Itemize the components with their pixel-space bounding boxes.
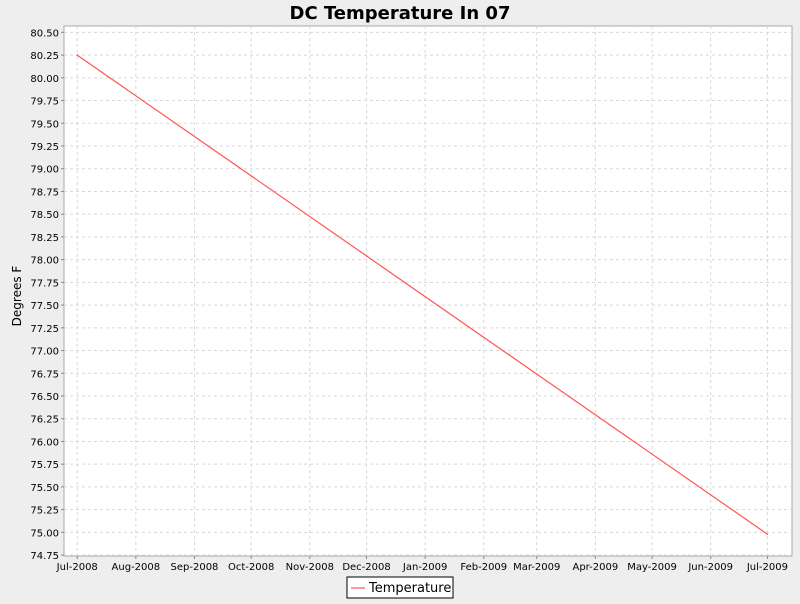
x-tick-label: Sep-2008 — [171, 562, 219, 573]
x-tick-label: Apr-2009 — [572, 562, 618, 573]
legend: Temperature — [346, 576, 454, 599]
y-tick-label: 76.00 — [30, 437, 59, 448]
x-tick-label: Jul-2008 — [56, 562, 98, 573]
x-tick-label: Dec-2008 — [342, 562, 390, 573]
legend-label: Temperature — [368, 581, 451, 596]
y-tick-label: 74.75 — [30, 551, 59, 562]
y-tick-label: 80.00 — [30, 74, 59, 85]
y-tick-label: 75.50 — [30, 483, 59, 494]
y-tick-label: 80.25 — [30, 51, 59, 62]
y-tick-label: 77.00 — [30, 347, 59, 358]
series-layer — [76, 54, 769, 535]
x-tick-label: May-2009 — [627, 562, 677, 573]
x-tick-label: Feb-2009 — [460, 562, 507, 573]
y-tick-label: 76.75 — [30, 369, 59, 380]
y-tick-label: 75.00 — [30, 528, 59, 539]
chart-title: DC Temperature In 07 — [290, 3, 511, 24]
x-tick-label: Nov-2008 — [286, 562, 334, 573]
y-axis: 74.75 75.00 75.25 75.50 75.75 76.00 76.25 76.50… — [30, 28, 64, 562]
y-tick-label: 80.50 — [30, 28, 59, 39]
y-tick-label: 78.75 — [30, 187, 59, 198]
x-tick-label: Aug-2008 — [112, 562, 161, 573]
y-tick-label: 77.25 — [30, 324, 59, 335]
x-tick-label: Jul-2009 — [746, 562, 788, 573]
plot-area — [63, 25, 793, 557]
series-line-temperature — [76, 54, 768, 535]
y-tick-label: 76.50 — [30, 392, 59, 403]
y-tick-label: 78.00 — [30, 256, 59, 267]
x-tick-label: Mar-2009 — [513, 562, 560, 573]
x-tick-label: Jan-2009 — [402, 562, 447, 573]
y-tick-label: 79.75 — [30, 97, 59, 108]
y-tick-label: 76.25 — [30, 415, 59, 426]
y-axis-label: Degrees F — [10, 266, 24, 327]
y-tick-label: 75.75 — [30, 460, 59, 471]
y-tick-label: 77.50 — [30, 301, 59, 312]
x-axis: Jul-2008 Aug-2008 Sep-2008 Oct-2008 Nov-2008… — [56, 556, 788, 573]
y-tick-label: 75.25 — [30, 506, 59, 517]
data-point — [76, 54, 79, 56]
x-tick-label: Jun-2009 — [687, 562, 733, 573]
y-tick-label: 77.75 — [30, 278, 59, 289]
y-tick-label: 78.25 — [30, 233, 59, 244]
y-tick-label: 79.25 — [30, 142, 59, 153]
y-tick-label: 79.50 — [30, 119, 59, 130]
x-tick-label: Oct-2008 — [228, 562, 274, 573]
data-point — [766, 533, 769, 535]
y-tick-label: 79.00 — [30, 165, 59, 176]
legend-box — [346, 576, 454, 599]
grid-lines — [64, 26, 792, 556]
y-tick-label: 78.50 — [30, 210, 59, 221]
